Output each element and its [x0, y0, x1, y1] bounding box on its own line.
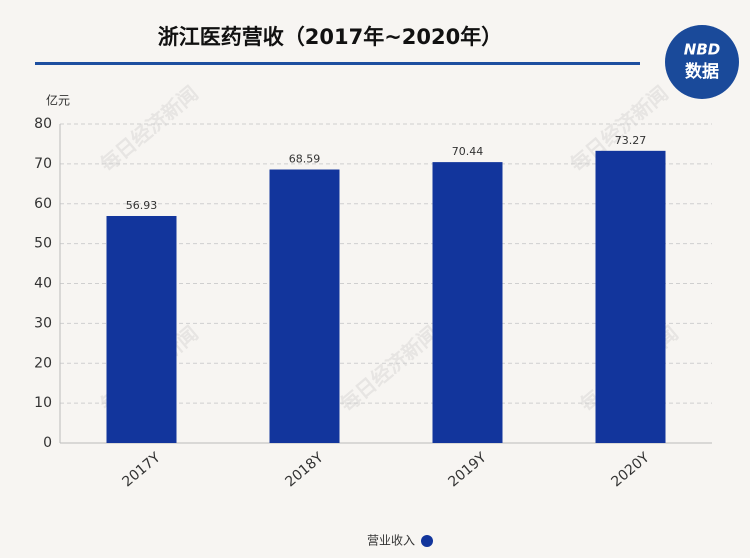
- y-tick-label: 50: [34, 236, 52, 252]
- bar: [432, 162, 503, 444]
- y-tick-label: 20: [34, 355, 52, 371]
- logo-brand: NBD: [684, 41, 720, 59]
- bar: [595, 150, 666, 443]
- value-label: 70.44: [452, 145, 484, 158]
- value-label: 56.93: [126, 199, 158, 212]
- y-tick-label: 40: [34, 276, 52, 292]
- logo-circle: [665, 25, 739, 99]
- legend-label: 营业收入: [367, 534, 415, 548]
- y-tick-label: 80: [34, 116, 52, 132]
- value-label: 73.27: [615, 134, 647, 147]
- legend-swatch: [421, 535, 433, 547]
- y-tick-label: 60: [34, 196, 52, 212]
- title-rule: [35, 62, 640, 65]
- y-tick-label: 10: [34, 395, 52, 411]
- y-tick-label: 30: [34, 315, 52, 331]
- y-axis-label: 亿元: [46, 93, 70, 108]
- bar: [269, 169, 340, 443]
- value-label: 68.59: [289, 152, 321, 165]
- y-tick-label: 70: [34, 156, 52, 172]
- bar: [106, 215, 177, 443]
- logo-label: 数据: [685, 61, 719, 82]
- chart-title: 浙江医药营收（2017年~2020年）: [158, 25, 503, 49]
- y-tick-label: 0: [43, 435, 52, 451]
